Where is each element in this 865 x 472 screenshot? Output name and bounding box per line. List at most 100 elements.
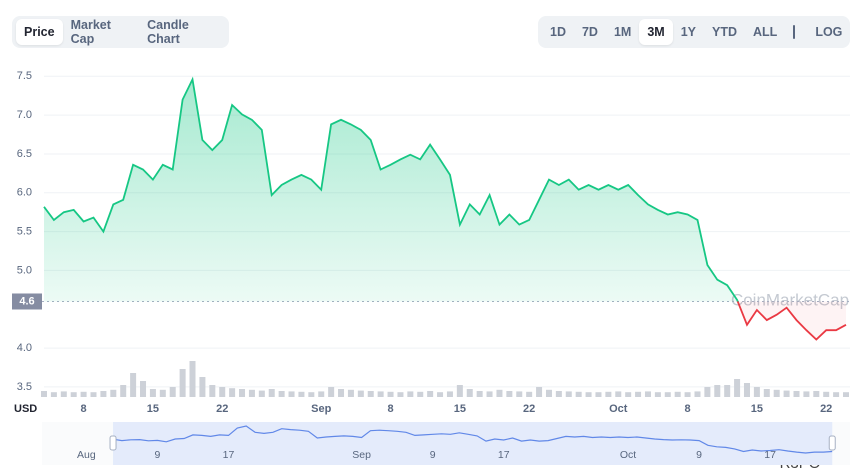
range-button[interactable]: 1D [550, 25, 566, 39]
volume-bar [555, 391, 562, 397]
y-tick-label: 6.0 [17, 187, 32, 199]
volume-bar [130, 373, 137, 397]
calendar-button[interactable] [793, 25, 796, 39]
volume-bar [545, 389, 552, 397]
currency-label: USD [14, 403, 37, 415]
volume-bar [229, 388, 236, 397]
range-button[interactable]: 1Y [680, 25, 697, 39]
volume-bar [397, 392, 404, 397]
volume-bar [189, 361, 196, 397]
volume-bar [743, 383, 750, 397]
volume-bar [625, 392, 632, 397]
volume-bar [149, 389, 156, 397]
volume-bar [110, 389, 117, 397]
volume-bar [526, 391, 533, 397]
volume-bar [803, 391, 810, 397]
volume-bar [635, 391, 642, 397]
navigator-line [112, 425, 833, 454]
volume-bar [239, 389, 246, 397]
volume-bar [219, 387, 226, 397]
range-button[interactable]: ALL [753, 25, 778, 39]
volume-bar [644, 391, 651, 397]
volume-bar [833, 392, 840, 397]
volume-bar [298, 391, 305, 397]
y-tick-label: 7.5 [17, 70, 32, 82]
navigator-tick-label: Aug [77, 449, 96, 461]
volume-bar [328, 387, 335, 397]
volume-bar [823, 391, 830, 397]
volume-bar [199, 377, 206, 397]
navigator-tick-label: 9 [696, 449, 702, 461]
range-button[interactable]: YTD [712, 25, 738, 39]
volume-bar [387, 391, 394, 397]
volume-bar [585, 392, 592, 397]
y-tick-label: 5.5 [17, 226, 32, 238]
volume-bar [773, 389, 780, 397]
volume-bar [714, 385, 721, 397]
volume-bar [565, 391, 572, 397]
volume-bar [427, 391, 434, 397]
volume-bar [179, 369, 186, 397]
volume-bar [407, 391, 414, 397]
volume-bar [783, 390, 790, 397]
volume-bar [466, 389, 473, 397]
range-button[interactable]: 1M [613, 25, 632, 39]
navigator-handle [828, 435, 836, 451]
volume-bar [704, 387, 711, 397]
volume-bar [90, 392, 97, 397]
volume-bar [446, 391, 453, 397]
x-tick-label: 22 [523, 403, 535, 415]
volume-bar [120, 385, 127, 397]
volume-bar [288, 391, 295, 397]
volume-bar [70, 392, 77, 397]
navigator-tick-label: Sep [352, 449, 371, 461]
range-buttons: 1D 7D 1M 3M 1Y YTD ALL LOG [538, 16, 850, 48]
baseline-label-box [12, 293, 42, 310]
volume-bar [169, 387, 176, 397]
y-tick-label: 5.0 [17, 264, 32, 276]
volume-bar [516, 391, 523, 397]
volume-bar [664, 392, 671, 397]
x-tick-label: 15 [147, 403, 159, 415]
x-tick-label: Oct [609, 403, 628, 415]
navigator-selection [113, 422, 833, 465]
volume-bar [813, 391, 820, 397]
price-line [43, 76, 739, 302]
x-tick-label: 8 [685, 403, 691, 415]
navigator-handle [109, 435, 117, 451]
view-tab[interactable]: Price [16, 19, 63, 45]
volume-bar [417, 391, 424, 397]
volume-bar [734, 379, 741, 397]
volume-bar [575, 391, 582, 397]
volume-bar [60, 391, 67, 397]
volume-bar [605, 391, 612, 397]
volume-bar [338, 389, 345, 397]
range-button[interactable]: 7D [581, 25, 598, 39]
volume-bar [80, 391, 87, 397]
volume-bar [357, 390, 364, 397]
volume-bar [308, 392, 315, 397]
x-tick-label: 15 [454, 403, 466, 415]
volume-bar [209, 385, 216, 397]
volume-bar [694, 391, 701, 397]
log-button[interactable]: LOG [815, 25, 843, 39]
volume-bar [753, 387, 760, 397]
x-tick-label: 22 [216, 403, 228, 415]
volume-bar [506, 391, 513, 397]
view-tab[interactable]: Market Cap [70, 18, 111, 46]
volume-bar [377, 391, 384, 397]
volume-bar [456, 385, 463, 397]
navigator-tick-label: 17 [223, 449, 235, 461]
y-tick-label: 4.0 [17, 342, 32, 354]
volume-bar [100, 391, 107, 397]
view-tab[interactable]: Candle Chart [147, 18, 189, 46]
navigator-tick-label: Oct [620, 449, 636, 461]
volume-bar [843, 392, 849, 397]
y-tick-label: 3.5 [17, 381, 32, 393]
watermark: CoinMarketCap [731, 290, 849, 309]
volume-bar [50, 392, 57, 397]
volume-bar [41, 391, 47, 397]
volume-bar [486, 391, 493, 397]
range-button[interactable]: 3M [639, 19, 673, 45]
